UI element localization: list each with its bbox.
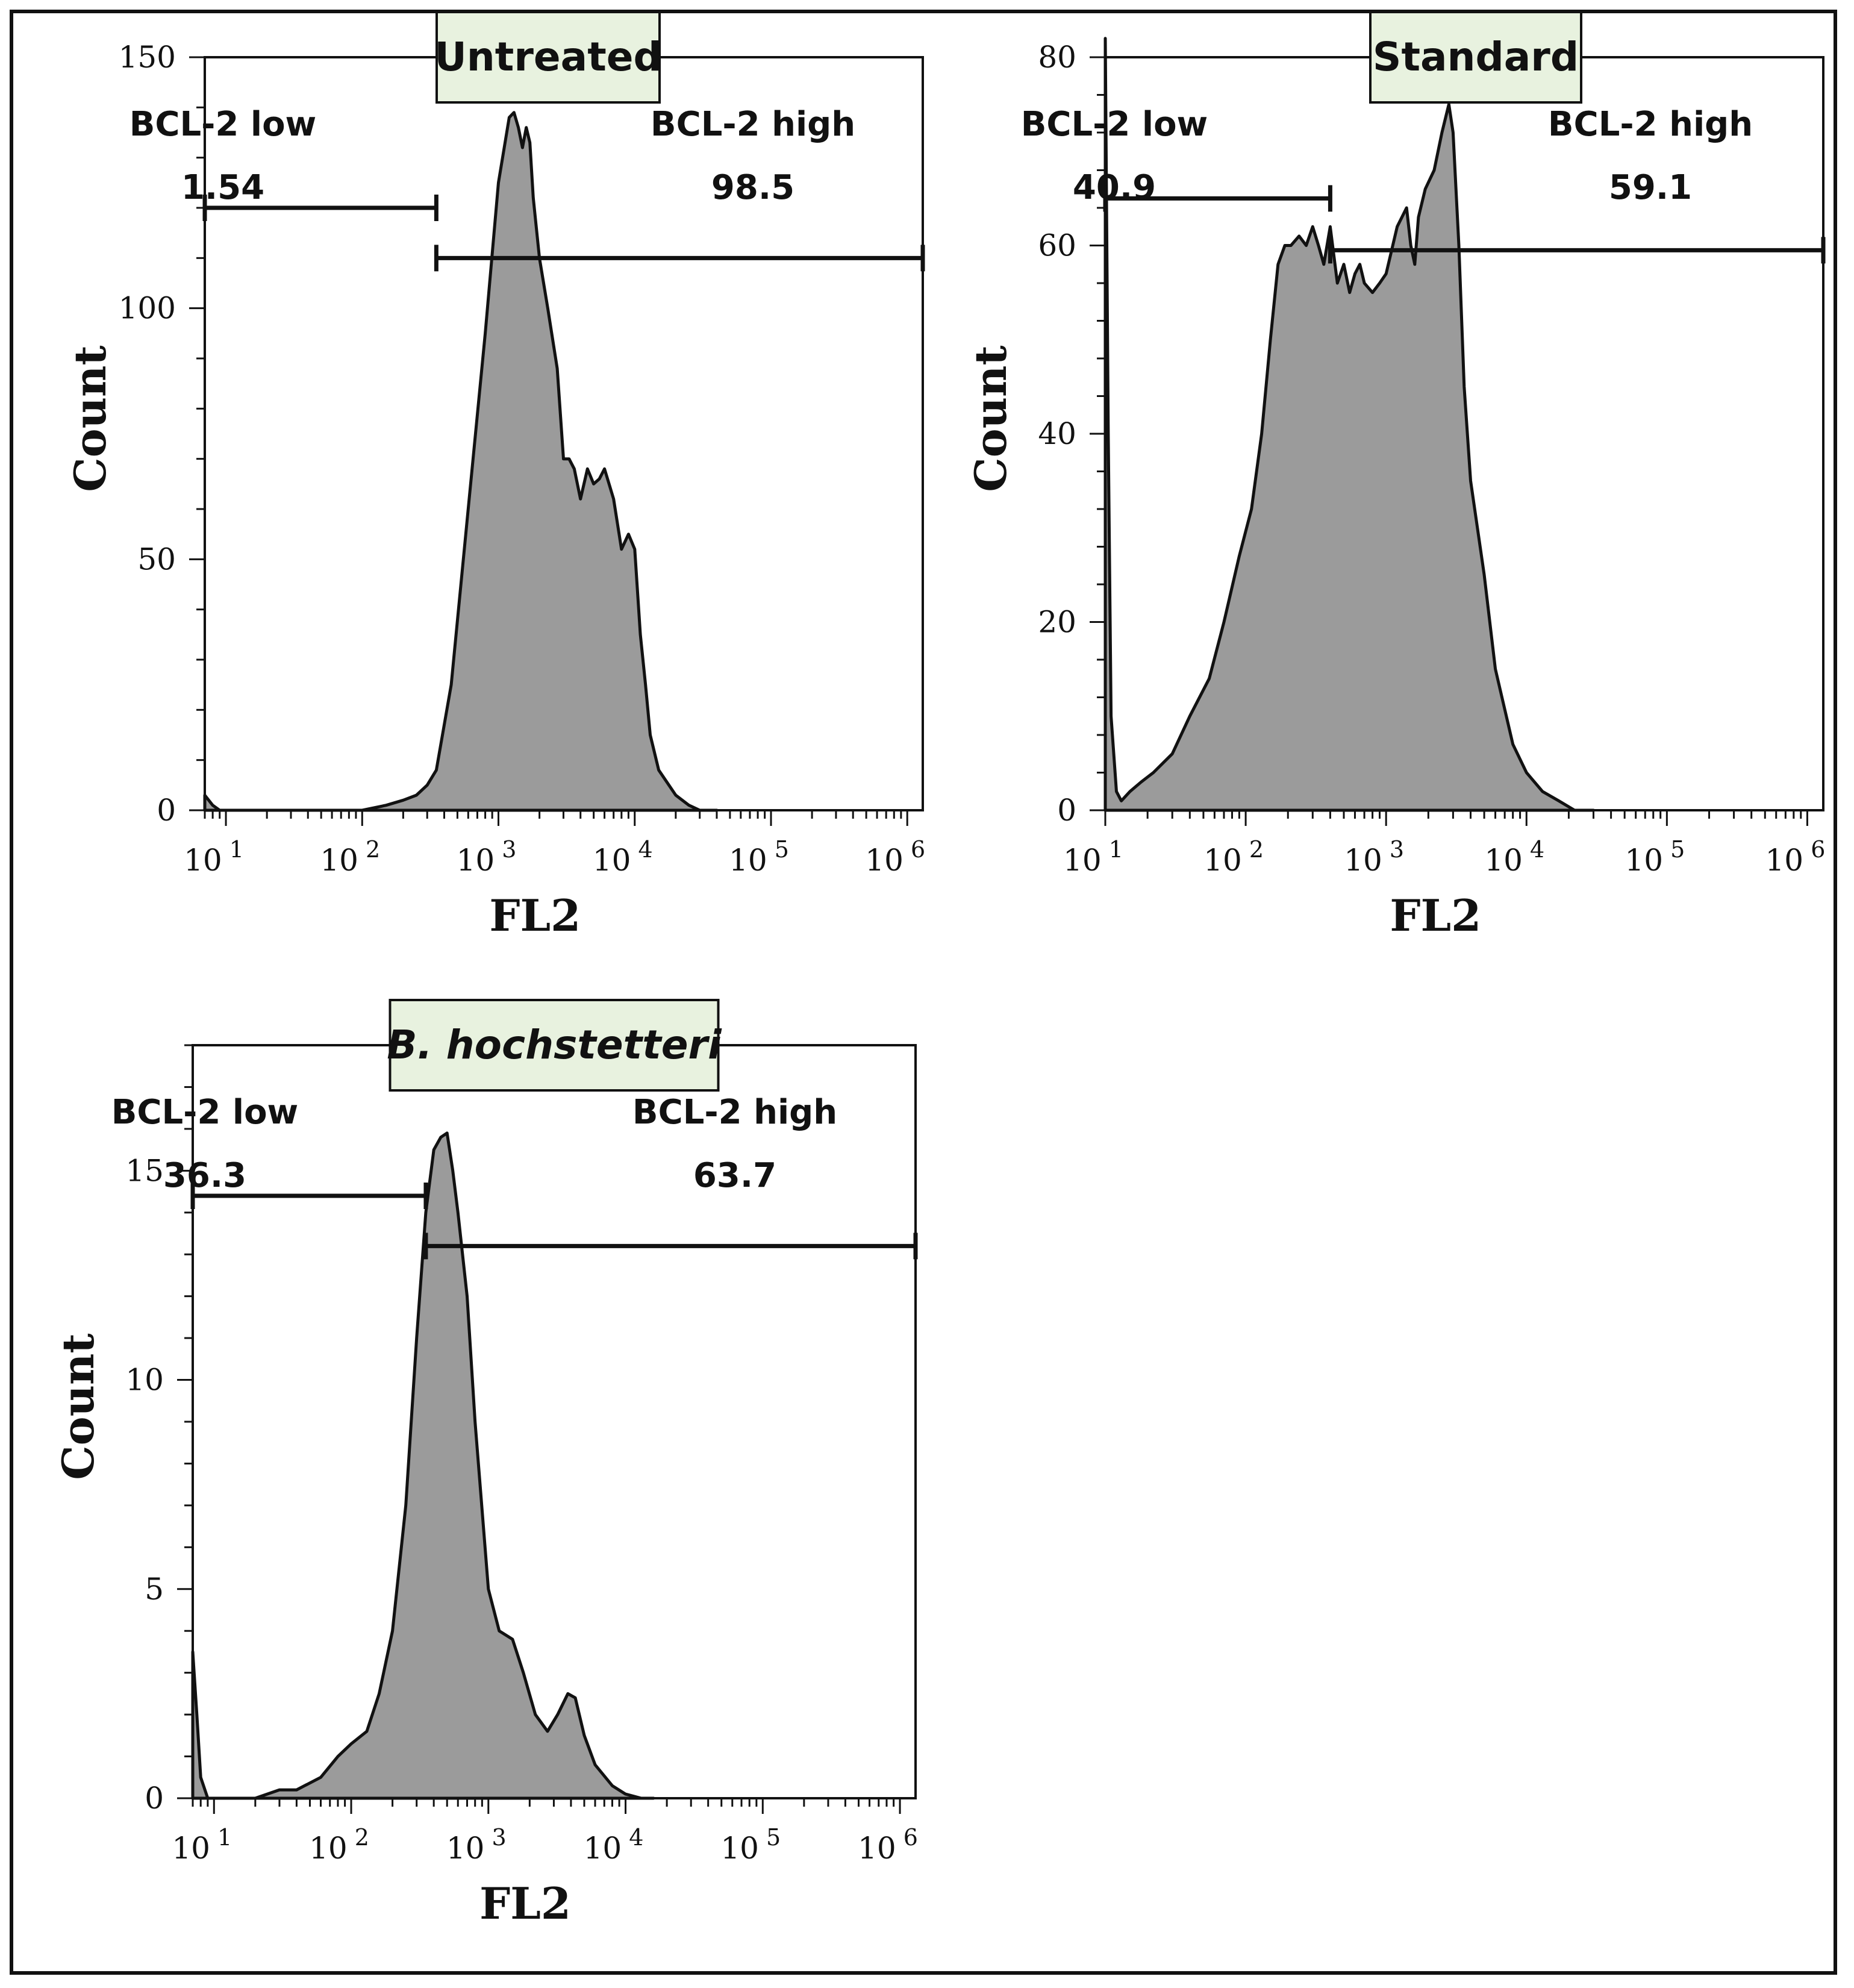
figure-frame: [10, 10, 1837, 1975]
y-axis-title: Count: [64, 345, 116, 492]
x-tick-base: 10: [1203, 843, 1242, 878]
y-tick-label: 20: [1038, 605, 1076, 640]
y-axis-title: Count: [52, 1333, 104, 1480]
panel-title: Untreated: [434, 34, 662, 80]
gate-high-name: BCL-2 high: [651, 105, 855, 144]
y-tick-label: 10: [125, 1363, 164, 1398]
x-tick-exponent: 6: [896, 1824, 918, 1851]
x-tick-base: 10: [729, 843, 767, 878]
x-tick-label: 10 3: [457, 836, 517, 878]
panel-title: B. hochstetteri: [387, 1022, 722, 1068]
y-tick-label: 0: [145, 1781, 164, 1816]
x-tick-base: 10: [865, 843, 904, 878]
x-tick-label: 10 5: [720, 1824, 781, 1866]
y-tick-label: 40: [1038, 416, 1076, 451]
gate-high-name: BCL-2 high: [1548, 105, 1753, 144]
histogram-area: [203, 111, 719, 812]
x-tick-exponent: 1: [210, 1824, 232, 1851]
x-tick-label: 10 1: [1063, 836, 1123, 878]
y-tick-label: 15: [125, 1153, 164, 1188]
x-axis-title: FL2: [479, 1878, 571, 1929]
x-tick-base: 10: [584, 1831, 622, 1866]
x-tick-exponent: 2: [358, 836, 380, 863]
x-tick-base: 10: [309, 1831, 348, 1866]
y-tick-label: 60: [1038, 228, 1076, 263]
title-box: [389, 999, 720, 1092]
plot-frame: [192, 1044, 917, 1799]
x-tick-exponent: 6: [1803, 836, 1825, 863]
x-tick-base: 10: [720, 1831, 759, 1866]
panel-title: Standard: [1373, 34, 1579, 80]
x-tick-exponent: 4: [622, 1824, 643, 1851]
y-axis-title: Count: [965, 345, 1016, 492]
gate-high-value: 59.1: [1609, 168, 1692, 207]
x-tick-base: 10: [1765, 843, 1803, 878]
gate-low-name: BCL-2 low: [1021, 105, 1208, 144]
y-tick-label: 100: [119, 291, 176, 326]
x-tick-base: 10: [446, 1831, 485, 1866]
x-tick-exponent: 5: [1663, 836, 1685, 863]
y-tick-label: 5: [145, 1572, 164, 1607]
gate-low-name: BCL-2 low: [111, 1093, 299, 1132]
gate-high-name: BCL-2 high: [632, 1093, 837, 1132]
y-tick-label: 0: [157, 793, 176, 828]
y-tick-label: 150: [119, 40, 176, 75]
x-tick-label: 10 5: [1625, 836, 1685, 878]
x-tick-label: 10 4: [584, 1824, 644, 1866]
title-box: [435, 11, 661, 104]
x-tick-base: 10: [1484, 843, 1523, 878]
x-tick-base: 10: [457, 843, 495, 878]
x-tick-exponent: 5: [759, 1824, 781, 1851]
x-tick-exponent: 5: [767, 836, 789, 863]
x-axis-title: FL2: [1390, 890, 1481, 941]
x-axis-title: FL2: [489, 890, 581, 941]
x-tick-label: 10 4: [1484, 836, 1544, 878]
x-tick-base: 10: [1063, 843, 1102, 878]
x-tick-base: 10: [858, 1831, 896, 1866]
histogram-area: [1103, 37, 1595, 812]
y-tick-label: 80: [1038, 40, 1076, 75]
gate-low-value: 1.54: [181, 168, 264, 207]
x-tick-label: 10 4: [593, 836, 653, 878]
x-tick-label: 10 3: [446, 1824, 507, 1866]
x-tick-label: 10 2: [320, 836, 380, 878]
x-tick-label: 10 6: [865, 836, 925, 878]
x-tick-label: 10 1: [184, 836, 244, 878]
x-tick-exponent: 6: [904, 836, 925, 863]
x-tick-label: 10 5: [729, 836, 789, 878]
x-tick-base: 10: [172, 1831, 210, 1866]
x-tick-exponent: 2: [1242, 836, 1264, 863]
x-tick-base: 10: [184, 843, 222, 878]
x-tick-exponent: 4: [631, 836, 652, 863]
gate-low-name: BCL-2 low: [130, 105, 317, 144]
x-tick-label: 10 1: [172, 1824, 232, 1866]
x-tick-exponent: 2: [348, 1824, 369, 1851]
x-tick-base: 10: [593, 843, 631, 878]
x-tick-base: 10: [320, 843, 358, 878]
title-box: [1369, 11, 1582, 104]
x-tick-exponent: 3: [495, 836, 516, 863]
x-tick-exponent: 1: [222, 836, 244, 863]
gate-low-value: 36.3: [163, 1156, 246, 1195]
x-tick-exponent: 3: [484, 1824, 506, 1851]
x-tick-exponent: 4: [1523, 836, 1544, 863]
x-tick-exponent: 3: [1382, 836, 1404, 863]
gate-high-value: 63.7: [693, 1156, 776, 1195]
gate-high-value: 98.5: [711, 168, 794, 207]
y-tick-label: 0: [1057, 793, 1076, 828]
x-tick-label: 10 3: [1344, 836, 1404, 878]
histogram-area: [191, 1131, 655, 1800]
x-tick-exponent: 1: [1102, 836, 1123, 863]
x-tick-label: 10 6: [1765, 836, 1825, 878]
gate-low-value: 40.9: [1073, 168, 1156, 207]
x-tick-label: 10 2: [309, 1824, 369, 1866]
x-tick-base: 10: [1344, 843, 1382, 878]
x-tick-base: 10: [1625, 843, 1663, 878]
y-tick-label: 50: [137, 542, 176, 577]
x-tick-label: 10 6: [858, 1824, 918, 1866]
x-tick-label: 10 2: [1203, 836, 1264, 878]
